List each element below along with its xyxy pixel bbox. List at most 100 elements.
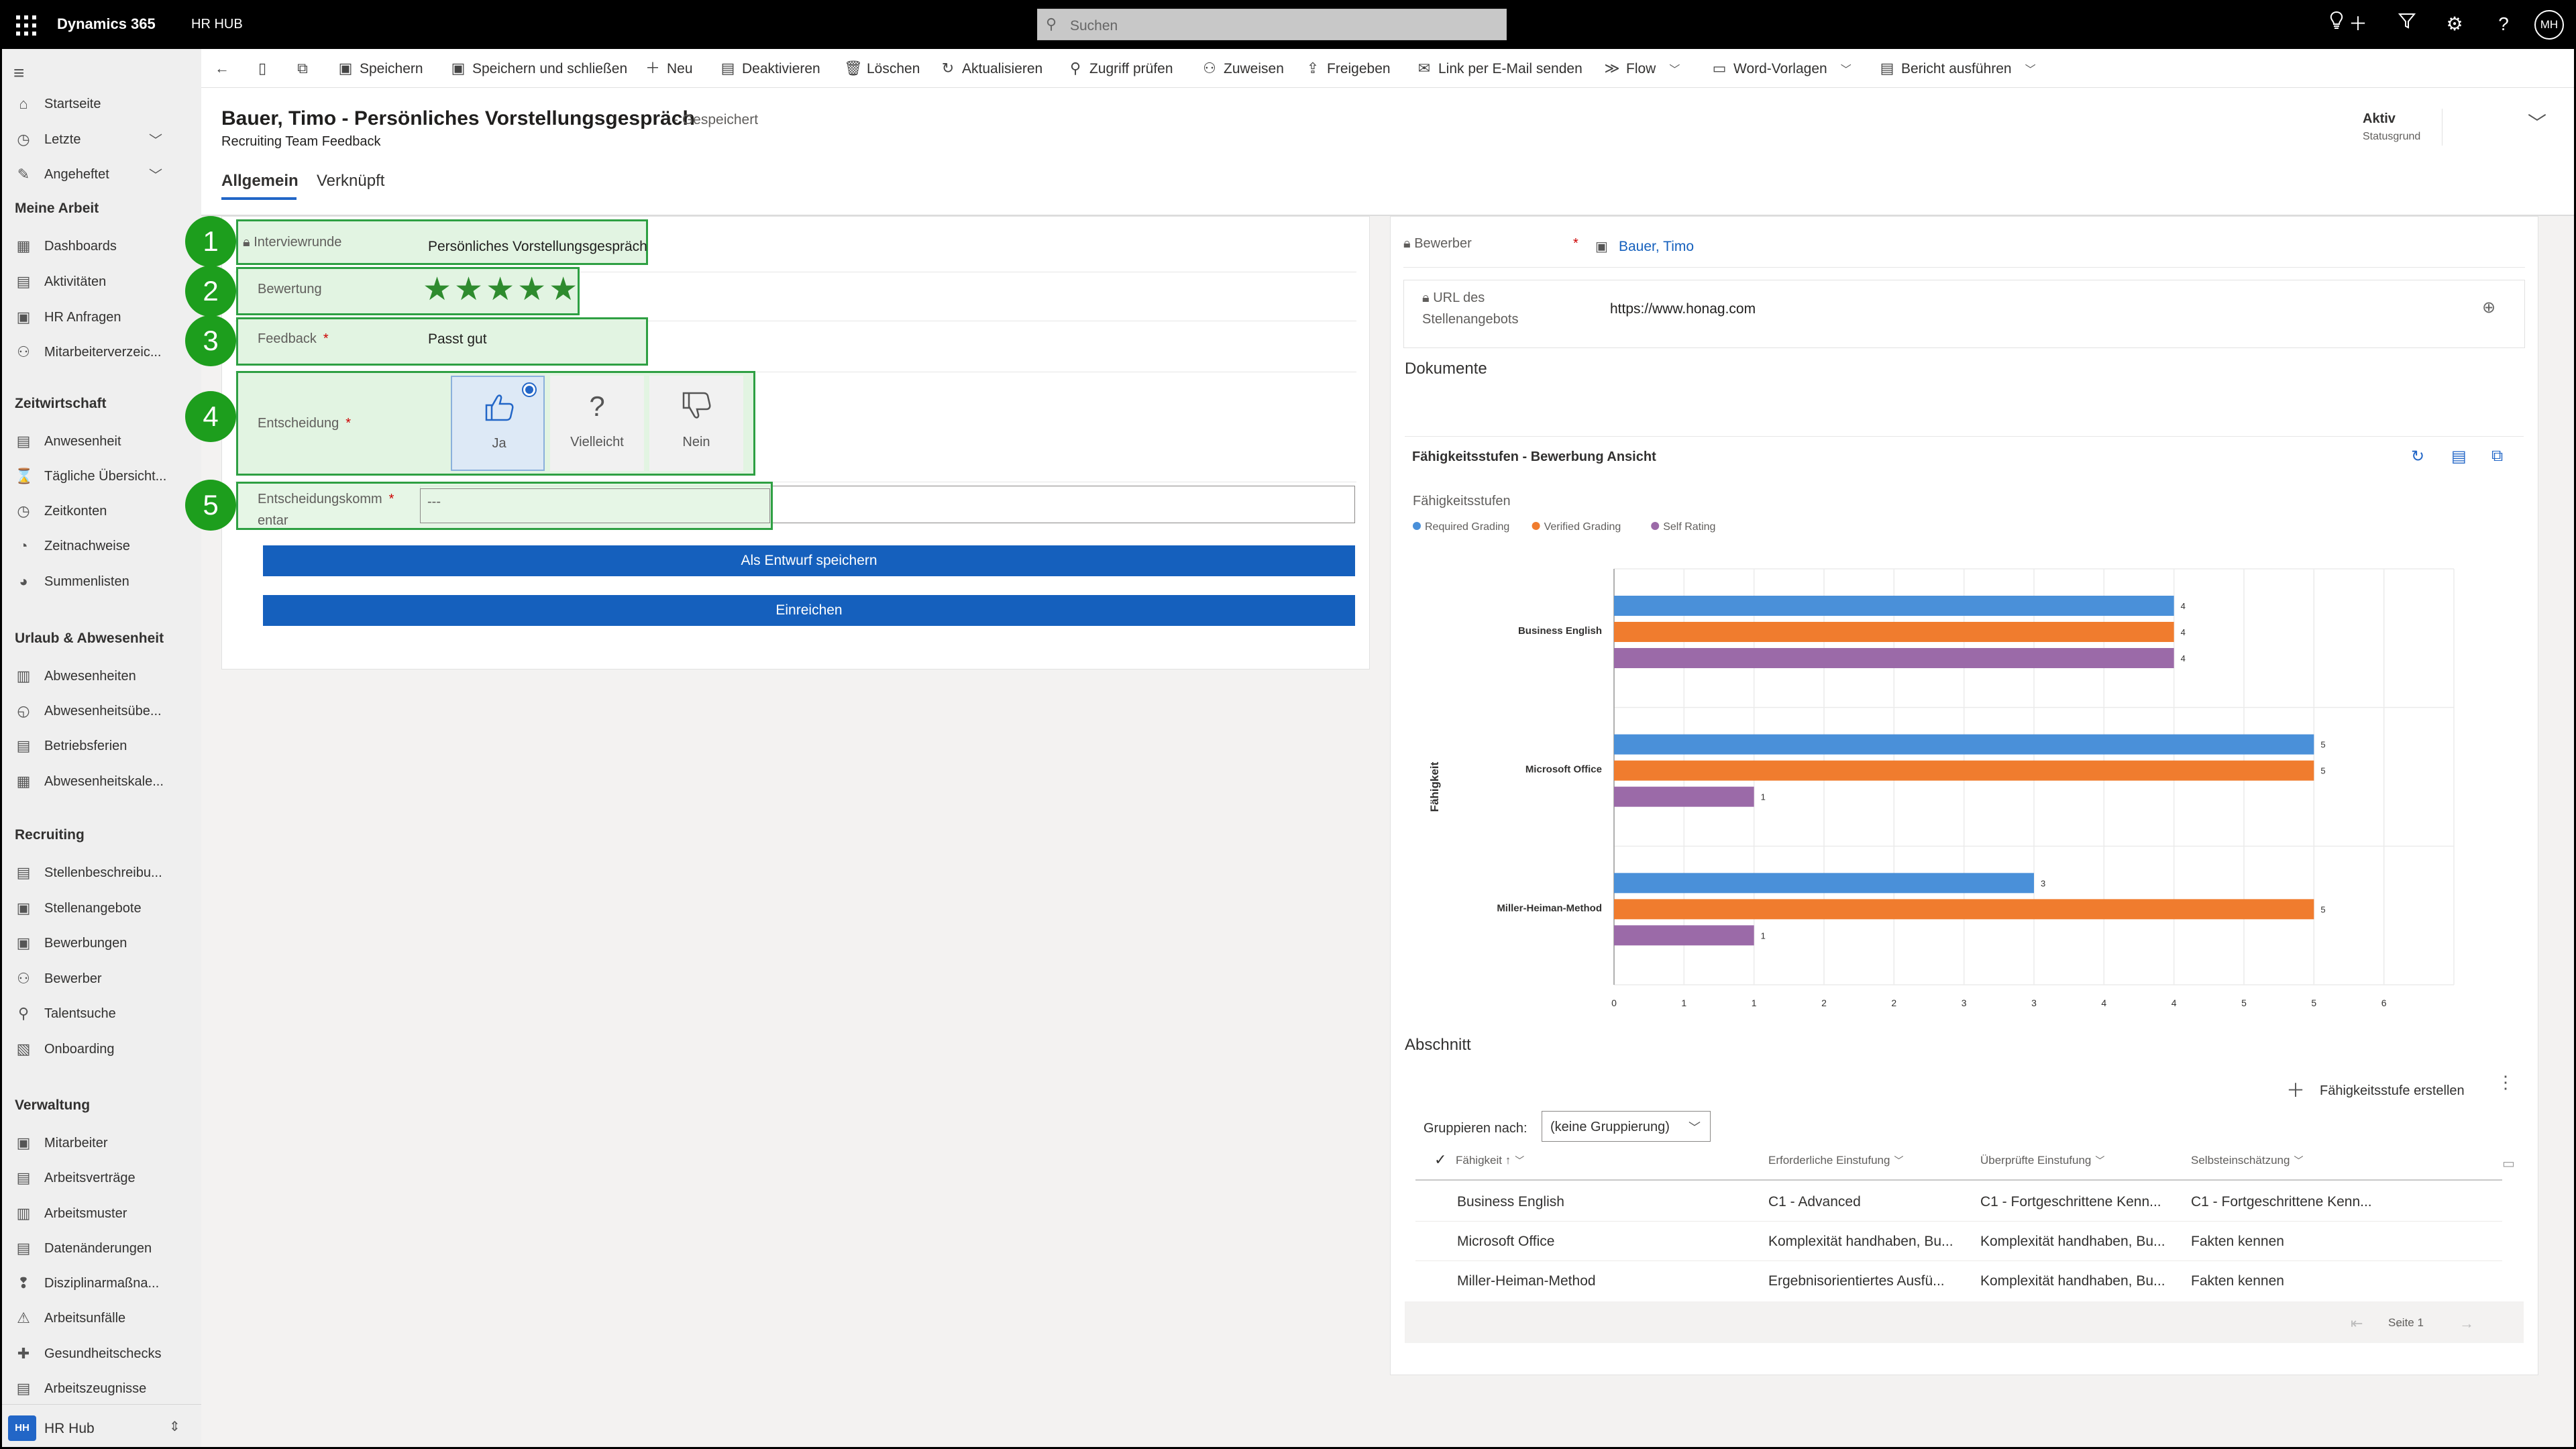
sidebar-item-talentsuche[interactable]: ⚲ Talentsuche [0, 997, 201, 1030]
sidebar-item-bewerber[interactable]: ⚇ Bewerber [0, 962, 201, 996]
run-report-button[interactable]: ▤ Bericht ausführen ﹀ [1878, 49, 2036, 88]
add-skill-level-button[interactable]: ＋ Fähigkeitsstufe erstellen [2286, 1076, 2465, 1103]
sidebar-item-summenlisten[interactable]: ◕ Summenlisten [0, 565, 201, 598]
sidebar-item-abwesenheitskalender[interactable]: ▦ Abwesenheitskale... [0, 765, 201, 798]
column-header-ueberpruefte-einstufung[interactable]: Überprüfte Einstufung ﹀ [1980, 1154, 2104, 1167]
kommentar-input[interactable]: --- [420, 488, 770, 523]
url-value[interactable]: https://www.honag.com [1610, 301, 1756, 317]
gear-icon[interactable]: ⚙ [2446, 13, 2463, 34]
bar-verified-grading[interactable] [1614, 760, 2314, 781]
sidebar-item-arbeitsunfaelle[interactable]: ⚠ Arbeitsunfälle [0, 1301, 201, 1335]
form-view-button[interactable]: ▯ [254, 49, 276, 88]
previous-page-icon[interactable]: ← [2394, 1315, 2408, 1332]
bar-verified-grading[interactable] [1614, 622, 2174, 642]
sidebar-item-disziplinarmassnahmen[interactable]: ❢ Disziplinarmaßna... [0, 1267, 201, 1300]
chevron-down-icon[interactable]: ﹀ [149, 168, 162, 183]
area-switcher[interactable]: HH HR Hub ⇕ [0, 1404, 201, 1449]
group-by-select[interactable]: (keine Gruppierung) ﹀ [1542, 1111, 1711, 1142]
sidebar-item-bewerbungen[interactable]: ▣ Bewerbungen [0, 926, 201, 960]
option-nein[interactable]: Nein [649, 376, 743, 471]
table-cell[interactable]: Microsoft Office [1457, 1234, 1555, 1249]
tab-allgemein[interactable]: Allgemein [221, 172, 299, 190]
sidebar-item-hr-anfragen[interactable]: ▣ HR Anfragen [0, 301, 201, 334]
delete-button[interactable]: 🗑 Löschen [844, 49, 920, 88]
rating-stars[interactable]: ★★★★★ [423, 272, 581, 307]
next-page-icon[interactable]: → [2459, 1315, 2474, 1332]
feedback-value[interactable]: Passt gut [428, 331, 487, 347]
save-and-close-button[interactable]: ▣ Speichern und schließen [449, 49, 628, 88]
sidebar-item-anwesenheit[interactable]: ▤ Anwesenheit [0, 425, 201, 458]
bar-self-rating[interactable] [1614, 648, 2174, 668]
sidebar-item-letzte[interactable]: ◷ Letzte ﹀ [0, 123, 201, 156]
assign-button[interactable]: ⚇ Zuweisen [1201, 49, 1284, 88]
sidebar-item-abwesenheiten[interactable]: ▥ Abwesenheiten [0, 659, 201, 693]
sidebar-item-dashboards[interactable]: ▦ Dashboards [0, 229, 201, 263]
plus-icon[interactable]: ＋ [2348, 13, 2367, 34]
chart-export-icon[interactable]: ▤ [2451, 447, 2467, 466]
option-ja[interactable]: Ja [451, 376, 545, 471]
bar-self-rating[interactable] [1614, 786, 1754, 807]
sidebar-item-stellenbeschreibungen[interactable]: ▤ Stellenbeschreibu... [0, 856, 201, 890]
tab-verknuepft[interactable]: Verknüpft [317, 172, 385, 190]
legend-label[interactable]: Self Rating [1663, 521, 1715, 533]
legend-label[interactable]: Verified Grading [1544, 521, 1621, 533]
more-options-icon[interactable]: ⋮ [2497, 1072, 2514, 1092]
sidebar-item-zeitkonten[interactable]: ◷ Zeitkonten [0, 494, 201, 528]
sidebar-item-betriebsferien[interactable]: ▤ Betriebsferien [0, 729, 201, 763]
sidebar-item-zeitnachweise[interactable]: ◔ Zeitnachweise [0, 529, 201, 563]
legend-label[interactable]: Required Grading [1425, 521, 1509, 533]
sidebar-item-startseite[interactable]: ⌂ Startseite [0, 87, 201, 121]
email-link-button[interactable]: ✉ Link per E-Mail senden [1415, 49, 1582, 88]
chart-expand-icon[interactable]: ⧉ [2491, 447, 2504, 465]
refresh-button[interactable]: ↻ Aktualisieren [939, 49, 1042, 88]
first-page-icon[interactable]: ⇤ [2351, 1315, 2363, 1332]
sidebar-item-angeheftet[interactable]: ✎ Angeheftet ﹀ [0, 158, 201, 191]
bar-required-grading[interactable] [1614, 873, 2034, 894]
lightbulb-icon[interactable] [2322, 9, 2351, 39]
chevron-down-icon[interactable]: ﹀ [149, 133, 162, 148]
new-button[interactable]: ＋ Neu [644, 49, 693, 88]
app-launcher-icon[interactable] [13, 13, 36, 36]
sidebar-item-arbeitsvertraege[interactable]: ▤ Arbeitsverträge [0, 1161, 201, 1195]
column-header-faehigkeit[interactable]: Fähigkeit ↑ ﹀ [1456, 1154, 1524, 1167]
table-cell[interactable]: Miller-Heiman-Method [1457, 1273, 1596, 1289]
sidebar-item-mitarbeiter[interactable]: ▣ Mitarbeiter [0, 1126, 201, 1160]
bewerber-link[interactable]: Bauer, Timo [1619, 239, 1695, 254]
flow-button[interactable]: ≫ Flow ﹀ [1603, 49, 1680, 88]
user-avatar[interactable]: MH [2534, 10, 2564, 40]
hamburger-icon[interactable]: ≡ [13, 62, 25, 83]
sidebar-item-mitarbeiterverzeichnis[interactable]: ⚇ Mitarbeiterverzeic... [0, 335, 201, 369]
sidebar-item-aktivitaeten[interactable]: ▤ Aktivitäten [0, 265, 201, 299]
back-button[interactable]: ← [213, 49, 236, 88]
sidebar-item-arbeitsmuster[interactable]: ▥ Arbeitsmuster [0, 1197, 201, 1230]
sidebar-item-stellenangebote[interactable]: ▣ Stellenangebote [0, 892, 201, 925]
sidebar-item-taegliche-uebersicht[interactable]: ⌛ Tägliche Übersicht... [0, 460, 201, 493]
table-cell[interactable]: Business English [1457, 1194, 1564, 1210]
bar-verified-grading[interactable] [1614, 899, 2314, 920]
option-vielleicht[interactable]: ? Vielleicht [550, 376, 644, 471]
brand-name[interactable]: Dynamics 365 [57, 15, 156, 32]
bar-required-grading[interactable] [1614, 734, 2314, 755]
sidebar-item-datenaenderungen[interactable]: ▤ Datenänderungen [0, 1232, 201, 1265]
save-draft-button[interactable]: Als Entwurf speichern [263, 545, 1355, 576]
app-name[interactable]: HR HUB [191, 17, 243, 32]
help-icon[interactable]: ? [2498, 13, 2509, 34]
sidebar-item-gesundheitschecks[interactable]: ✚ Gesundheitschecks [0, 1337, 201, 1371]
select-all-checkbox[interactable]: ✓ [1434, 1151, 1447, 1168]
bar-self-rating[interactable] [1614, 925, 1754, 946]
bar-required-grading[interactable] [1614, 596, 2174, 616]
submit-button[interactable]: Einreichen [263, 595, 1355, 626]
sidebar-item-onboarding[interactable]: ▧ Onboarding [0, 1032, 201, 1066]
deactivate-button[interactable]: ▤ Deaktivieren [719, 49, 820, 88]
filter-icon[interactable] [2392, 9, 2422, 39]
column-options-icon[interactable]: ▭ [2502, 1157, 2515, 1171]
chart-refresh-icon[interactable]: ↻ [2411, 447, 2425, 466]
sidebar-item-abwesenheitsuebersicht[interactable]: ◵ Abwesenheitsübe... [0, 694, 201, 728]
save-button[interactable]: ▣ Speichern [337, 49, 423, 88]
globe-icon[interactable]: ⊕ [2482, 299, 2496, 317]
word-templates-button[interactable]: ▭ Word-Vorlagen ﹀ [1711, 49, 1851, 88]
share-button[interactable]: ⇪ Freigeben [1304, 49, 1391, 88]
check-access-button[interactable]: ⚲ Zugriff prüfen [1067, 49, 1173, 88]
header-expand-chevron-icon[interactable]: ﹀ [2528, 113, 2547, 133]
column-header-erforderliche-einstufung[interactable]: Erforderliche Einstufung ﹀ [1768, 1154, 1903, 1167]
